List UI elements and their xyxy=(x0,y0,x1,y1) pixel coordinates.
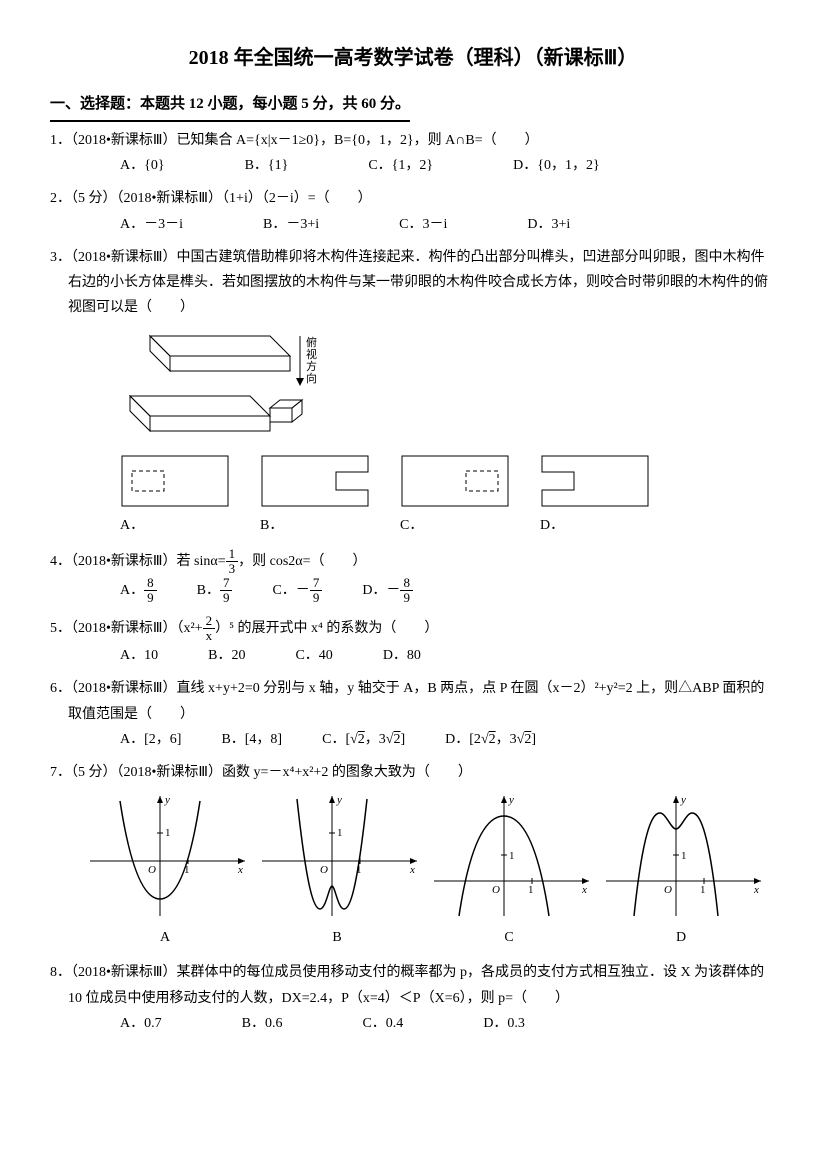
section-heading: 一、选择题：本题共 12 小题，每小题 5 分，共 60 分。 xyxy=(50,91,410,122)
q2-opt-d: D．3+i xyxy=(527,212,570,237)
svg-text:1: 1 xyxy=(681,850,687,862)
q7-stem: 7．（5 分）（2018•新课标Ⅲ）函数 y=－x⁴+x²+2 的图象大致为（ … xyxy=(50,760,776,785)
q4-num: 1 xyxy=(226,547,239,562)
svg-text:O: O xyxy=(664,884,672,896)
q6-opt-d: D．[2√2，3√2] xyxy=(445,727,536,752)
q8-opt-c: C．0.4 xyxy=(362,1011,403,1036)
q1-opt-b: B．{1} xyxy=(245,153,289,178)
q4-opt-d: D．－89 xyxy=(362,576,413,606)
svg-text:O: O xyxy=(148,864,156,876)
q5-num: 2 xyxy=(203,614,216,629)
q6-stem: 6．（2018•新课标Ⅲ）直线 x+y+2=0 分别与 x 轴，y 轴交于 A，… xyxy=(68,676,776,726)
svg-text:x: x xyxy=(409,864,415,876)
q5-opt-c: C．40 xyxy=(295,643,332,668)
svg-text:1: 1 xyxy=(509,850,515,862)
q4-opt-b: B．79 xyxy=(197,576,233,606)
svg-text:x: x xyxy=(237,864,243,876)
q7-opt-c: C xyxy=(424,925,594,950)
q4-mid: ，则 cos2α=（ ） xyxy=(238,554,366,569)
q4-pre: 4．（2018•新课标Ⅲ）若 sinα= xyxy=(50,554,226,569)
svg-text:视: 视 xyxy=(306,347,317,361)
svg-text:1: 1 xyxy=(528,884,534,896)
q8-opt-b: B．0.6 xyxy=(242,1011,283,1036)
q5-pre: 5．（2018•新课标Ⅲ）（x²+ xyxy=(50,621,203,636)
q7-opt-d: D xyxy=(596,925,766,950)
q3-opt-b-fig xyxy=(260,454,370,509)
svg-text:向: 向 xyxy=(306,371,317,385)
svg-text:y: y xyxy=(164,794,170,806)
q8-stem: 8．（2018•新课标Ⅲ）某群体中的每位成员使用移动支付的概率都为 p，各成员的… xyxy=(68,960,776,1010)
q7-graph-a: O x y 1 1 xyxy=(80,791,250,921)
q8-opt-d: D．0.3 xyxy=(483,1011,525,1036)
svg-text:x: x xyxy=(581,884,587,896)
svg-text:y: y xyxy=(336,794,342,806)
svg-text:y: y xyxy=(508,794,514,806)
q3-iso-figure: 俯 视 方 向 xyxy=(120,326,320,446)
q1-stem: 1．（2018•新课标Ⅲ）已知集合 A={x|x－1≥0}，B={0，1，2}，… xyxy=(50,128,776,153)
svg-text:1: 1 xyxy=(700,884,706,896)
q1-opt-c: C．{1，2} xyxy=(368,153,433,178)
q3-opt-a-fig xyxy=(120,454,230,509)
q2-opt-c: C．3－i xyxy=(399,212,447,237)
question-7: 7．（5 分）（2018•新课标Ⅲ）函数 y=－x⁴+x²+2 的图象大致为（ … xyxy=(50,760,776,950)
svg-text:y: y xyxy=(680,794,686,806)
q7-opt-a: A xyxy=(80,925,250,950)
svg-text:方: 方 xyxy=(306,359,317,373)
q6-opt-b: B．[4，8] xyxy=(221,727,282,752)
q2-opt-a: A．－3－i xyxy=(120,212,183,237)
q3-opt-d-fig xyxy=(540,454,650,509)
svg-text:1: 1 xyxy=(165,827,171,839)
q4-opt-c: C．－79 xyxy=(272,576,322,606)
question-1: 1．（2018•新课标Ⅲ）已知集合 A={x|x－1≥0}，B={0，1，2}，… xyxy=(50,128,776,178)
q3-opt-d: D． xyxy=(540,513,650,538)
question-4: 4．（2018•新课标Ⅲ）若 sinα=13，则 cos2α=（ ） A．89 … xyxy=(50,547,776,606)
q6-opt-a: A．[2，6] xyxy=(120,727,181,752)
q4-den: 3 xyxy=(226,562,239,576)
q5-opt-a: A．10 xyxy=(120,643,158,668)
question-5: 5．（2018•新课标Ⅲ）（x²+2x）⁵ 的展开式中 x⁴ 的系数为（ ） A… xyxy=(50,614,776,669)
q7-graph-b: O x y 1 1 xyxy=(252,791,422,921)
q7-graph-c: O x y 1 1 xyxy=(424,791,594,921)
q3-opt-c-fig xyxy=(400,454,510,509)
page-title: 2018 年全国统一高考数学试卷（理科）（新课标Ⅲ） xyxy=(50,40,776,76)
svg-text:1: 1 xyxy=(337,827,343,839)
q1-opt-d: D．{0，1，2} xyxy=(513,153,600,178)
svg-text:O: O xyxy=(492,884,500,896)
q4-opt-a: A．89 xyxy=(120,576,157,606)
q5-den: x xyxy=(203,629,216,643)
question-3: 3．（2018•新课标Ⅲ）中国古建筑借助榫卯将木构件连接起来．构件的凸出部分叫榫… xyxy=(50,245,776,539)
question-8: 8．（2018•新课标Ⅲ）某群体中的每位成员使用移动支付的概率都为 p，各成员的… xyxy=(50,960,776,1036)
question-2: 2．（5 分）（2018•新课标Ⅲ）（1+i）（2－i）=（ ） A．－3－i … xyxy=(50,186,776,236)
q2-opt-b: B．－3+i xyxy=(263,212,319,237)
q5-opt-b: B．20 xyxy=(208,643,245,668)
svg-text:俯: 俯 xyxy=(306,335,317,349)
q2-stem: 2．（5 分）（2018•新课标Ⅲ）（1+i）（2－i）=（ ） xyxy=(50,186,776,211)
svg-text:x: x xyxy=(753,884,759,896)
q8-opt-a: A．0.7 xyxy=(120,1011,162,1036)
svg-text:O: O xyxy=(320,864,328,876)
q3-opt-b: B． xyxy=(260,513,370,538)
q7-opt-b: B xyxy=(252,925,422,950)
q3-stem: 3．（2018•新课标Ⅲ）中国古建筑借助榫卯将木构件连接起来．构件的凸出部分叫榫… xyxy=(68,245,776,321)
q6-opt-c: C．[√2，3√2] xyxy=(322,727,405,752)
q3-opt-c: C． xyxy=(400,513,510,538)
q3-opt-a: A． xyxy=(120,513,230,538)
question-6: 6．（2018•新课标Ⅲ）直线 x+y+2=0 分别与 x 轴，y 轴交于 A，… xyxy=(50,676,776,752)
q7-graph-d: O x y 1 1 xyxy=(596,791,766,921)
q5-opt-d: D．80 xyxy=(383,643,421,668)
q1-opt-a: A．{0} xyxy=(120,153,165,178)
q5-post: ）⁵ 的展开式中 x⁴ 的系数为（ ） xyxy=(215,621,438,636)
